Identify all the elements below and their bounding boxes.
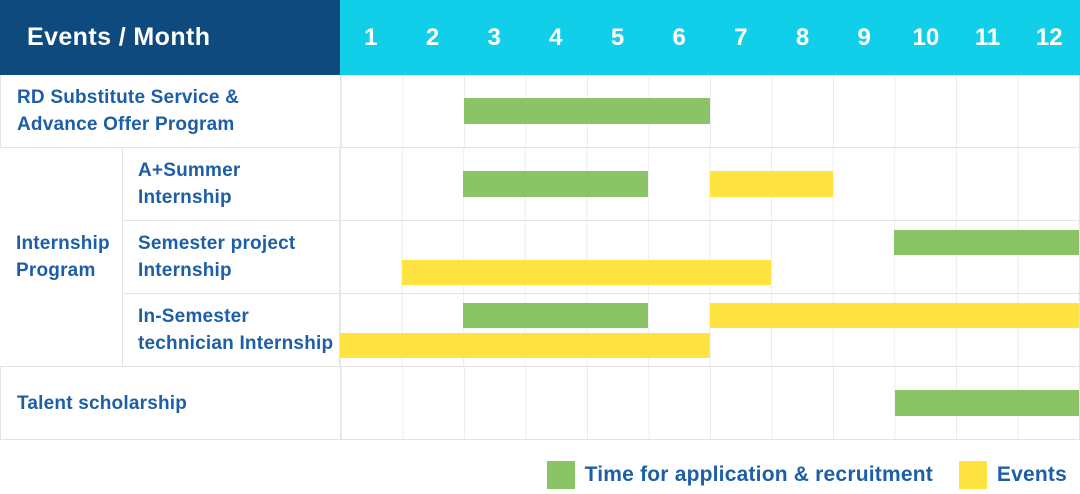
gantt-bar-green [464, 98, 710, 124]
table-header: Events / Month 1 2 3 4 5 6 7 8 9 10 11 12 [0, 0, 1080, 75]
month-header-row: 1 2 3 4 5 6 7 8 9 10 11 12 [340, 0, 1080, 75]
month-header-cell-3: 3 [487, 23, 501, 51]
legend-label: Events [996, 463, 1067, 486]
table-row-rd-substitute-service-advance-offer-program: RD Substitute Service & Advance Offer Pro… [1, 75, 1079, 148]
month-header-cell-1: 1 [364, 23, 378, 51]
month-header-cell-10: 10 [912, 23, 940, 51]
gantt-bar-yellow [340, 333, 710, 358]
table-body: RD Substitute Service & Advance Offer Pro… [0, 75, 1080, 440]
row-label-line: Talent scholarship [17, 392, 188, 414]
row-label-line: Semester project [138, 233, 296, 254]
row-chart-area [340, 221, 1079, 293]
row-chart-area [341, 75, 1079, 147]
row-label-line: technician Internship [138, 333, 334, 354]
row-chart-area [341, 367, 1079, 439]
row-label-in-semester-technician-internship: In-Semester technician Internship [124, 294, 340, 366]
row-label-line: In-Semester [138, 306, 249, 327]
legend-item-yellow: Events [958, 461, 1067, 489]
legend-swatch-yellow [958, 461, 987, 489]
row-label-line: Internship [138, 260, 232, 281]
legend-label: Time for application & recruitment [584, 463, 933, 486]
legend: Time for application & recruitment Events [0, 460, 1080, 490]
gantt-bar-yellow [709, 303, 1079, 328]
month-header-cell-4: 4 [549, 23, 563, 51]
group-cell-line: Program [16, 260, 96, 281]
row-chart-area [340, 294, 1079, 366]
month-header-cell-5: 5 [610, 23, 625, 51]
row-label-semester-project-internship: Semester project Internship [124, 221, 340, 293]
row-label-rd-substitute-service-advance-offer-program: RD Substitute Service & Advance Offer Pro… [1, 75, 341, 147]
month-header-cell-11: 11 [974, 23, 1001, 51]
row-label-line: A+Summer [138, 160, 241, 181]
month-header-cell-2: 2 [425, 23, 440, 51]
events-month-header-cell: Events / Month [0, 0, 340, 75]
legend-item-green: Time for application & recruitment [546, 461, 933, 489]
gantt-bar-green [463, 171, 648, 197]
gantt-bar-green [894, 390, 1079, 416]
gantt-bar-yellow [709, 171, 833, 197]
table-row-semester-project-internship: Semester project Internship [1, 221, 1079, 294]
row-label-line: RD Substitute Service & [17, 87, 240, 108]
row-label-talent-scholarship: Talent scholarship [1, 367, 341, 439]
gantt-bar-green [894, 230, 1079, 255]
table-row-in-semester-technician-internship: In-Semester technician Internship [1, 294, 1079, 367]
month-header-cell-12: 12 [1035, 23, 1063, 51]
month-header-cell-9: 9 [857, 23, 871, 51]
month-header-cell-6: 6 [672, 23, 686, 51]
legend-swatch-green [546, 461, 575, 489]
gantt-bar-green [463, 303, 648, 328]
row-label-a-plus-summer-internship: A+Summer Internship [124, 148, 340, 220]
row-chart-area [340, 148, 1079, 220]
month-header-cell-7: 7 [734, 23, 748, 51]
group-cell-line: Internship [16, 233, 110, 254]
gantt-bar-yellow [401, 260, 772, 285]
group-cell-internship-program: Internship Program [0, 148, 123, 367]
row-label-line: Internship [138, 187, 232, 208]
month-header-cell-8: 8 [795, 23, 810, 51]
row-label-line: Advance Offer Program [17, 114, 235, 135]
table-row-talent-scholarship: Talent scholarship [1, 367, 1079, 440]
table-row-a-plus-summer-internship: A+Summer Internship [1, 148, 1079, 221]
